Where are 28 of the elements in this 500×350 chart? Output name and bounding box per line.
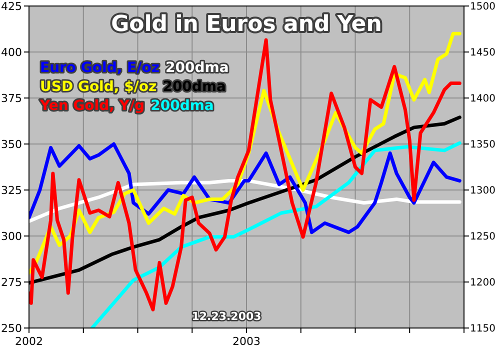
y2-tick-label: 1350 [470, 140, 496, 150]
text: 200dma [162, 79, 226, 95]
x-tick-label: 2003 [232, 335, 260, 348]
y2-tick-label: 1200 [470, 278, 496, 288]
text: 200dma [150, 98, 214, 114]
y2-tick-label: 1500 [470, 2, 496, 12]
chart-title: Gold in Euros and Yen [111, 12, 382, 37]
y2-tick-label: 1450 [470, 48, 496, 58]
text: 200dma [166, 60, 229, 76]
y2-tick-label: 1150 [470, 324, 496, 334]
y-tick-label: 250 [1, 322, 22, 335]
text: USD Gold, $/oz [40, 79, 157, 95]
line-series [29, 38, 462, 312]
text: Yen Gold, Y/g [39, 98, 145, 114]
annotation: 12.23.2003 [192, 310, 262, 323]
y-tick-label: 275 [1, 276, 22, 289]
y-tick-label: 375 [1, 92, 22, 105]
y-tick-label: 425 [1, 0, 22, 13]
y2-tick-label: 1250 [470, 232, 496, 242]
x-tick-label: 2002 [15, 335, 43, 348]
y-tick-label: 400 [1, 46, 22, 59]
y-tick-label: 350 [1, 138, 22, 151]
y-tick-label: 325 [1, 184, 22, 197]
y2-tick-label: 1400 [470, 94, 496, 104]
text: Euro Gold, E/oz [40, 60, 160, 76]
y-tick-label: 300 [1, 230, 22, 243]
line-series [29, 142, 462, 234]
y2-tick-label: 1300 [470, 186, 496, 196]
